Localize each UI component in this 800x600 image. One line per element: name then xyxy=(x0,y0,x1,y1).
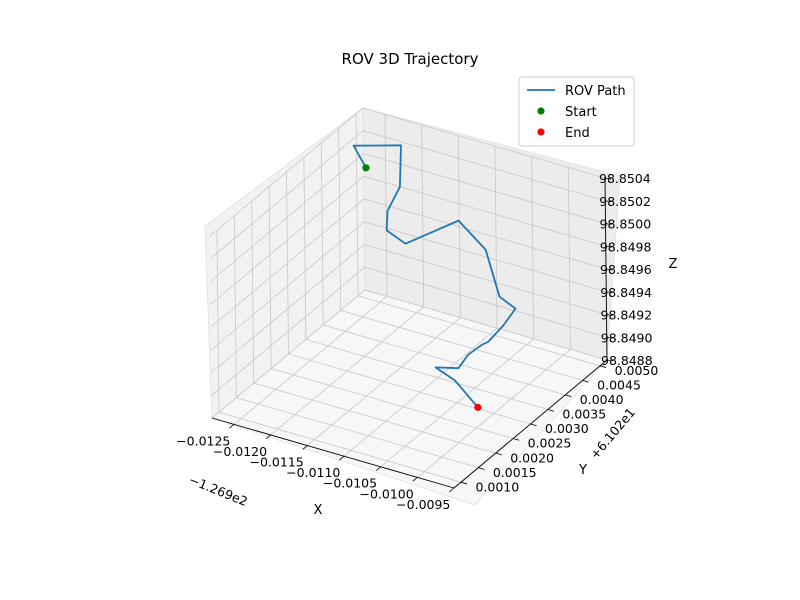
z-grid-line xyxy=(210,198,607,328)
y-tick-mark xyxy=(513,438,520,441)
y-tick-label: 0.0010 xyxy=(475,479,519,494)
z-tick-label: 98.8502 xyxy=(599,194,651,209)
end-point xyxy=(474,403,482,411)
z-grid-line xyxy=(209,130,606,260)
x-tick-label: −0.0100 xyxy=(360,486,414,501)
z-grid-line xyxy=(210,221,607,351)
z-axis-label: Z xyxy=(669,257,678,272)
z-tick-mark xyxy=(606,359,614,362)
x-tick-mark xyxy=(339,455,345,461)
y-tick-label: 0.0015 xyxy=(493,465,537,480)
x-tick-label: −0.0120 xyxy=(213,444,267,459)
legend: ROV Path Start End xyxy=(518,76,635,147)
start-point xyxy=(362,164,370,172)
x-tick-label: −0.0105 xyxy=(323,476,377,491)
y-tick-label: 0.0020 xyxy=(510,450,554,465)
legend-label-rov-path: ROV Path xyxy=(565,84,626,99)
z-tick-label: 98.8492 xyxy=(601,308,653,323)
z-tick-mark xyxy=(606,291,613,294)
y-tick-mark xyxy=(565,394,572,398)
y-tick-mark xyxy=(530,423,537,427)
z-grid-line xyxy=(211,266,607,396)
z-tick-label: 98.8488 xyxy=(601,353,653,368)
y-tick-mark xyxy=(495,452,502,456)
z-tick-mark xyxy=(606,314,613,316)
x-offset-label: −1.269e2 xyxy=(187,472,250,509)
z-grid-line xyxy=(209,107,606,237)
y-tick-mark xyxy=(460,481,468,485)
legend-label-start: Start xyxy=(565,105,597,120)
y-tick-mark xyxy=(478,467,485,470)
z-tick-mark xyxy=(606,336,613,339)
x-tick-mark xyxy=(302,445,308,450)
y-tick-mark xyxy=(582,379,589,383)
z-grid-line xyxy=(211,289,608,419)
legend-box xyxy=(518,76,635,147)
z-tick-label: 98.8490 xyxy=(601,330,653,345)
z-tick-mark xyxy=(605,223,612,225)
z-tick-mark xyxy=(605,268,613,271)
z-tick-label: 98.8494 xyxy=(600,285,652,300)
z-tick-mark xyxy=(604,177,612,180)
rov-path-line xyxy=(352,144,517,408)
z-tick-mark xyxy=(605,200,612,203)
y-tick-label: 0.0035 xyxy=(562,407,606,422)
z-grid-line xyxy=(210,175,606,305)
legend-label-end: End xyxy=(565,126,590,141)
y-tick-label: 0.0040 xyxy=(580,392,624,407)
x-axis-line xyxy=(211,417,455,489)
tick-labels: −0.0125−0.0120−0.0115−0.0110−0.0105−0.01… xyxy=(176,171,658,512)
z-tick-mark xyxy=(605,245,612,248)
chart-title: ROV 3D Trajectory xyxy=(342,50,479,68)
y-tick-label: 0.0045 xyxy=(597,378,641,393)
x-tick-mark xyxy=(375,466,381,471)
x-tick-label: −0.0115 xyxy=(250,455,304,470)
z-tick-label: 98.8498 xyxy=(600,239,652,254)
x-tick-label: −0.0095 xyxy=(396,497,450,512)
x-axis-label: X xyxy=(314,503,323,518)
legend-marker-end xyxy=(537,128,545,136)
legend-marker-start xyxy=(537,107,545,115)
z-tick-label: 98.8500 xyxy=(600,217,652,232)
z-tick-label: 98.8496 xyxy=(600,262,652,277)
z-tick-label: 98.8504 xyxy=(599,171,651,186)
z-grid-line xyxy=(210,153,606,282)
y-axis-label: Y xyxy=(578,463,587,478)
z-grid-line xyxy=(211,244,607,373)
y-tick-label: 0.0050 xyxy=(615,363,659,378)
y-tick-label: 0.0025 xyxy=(528,436,572,451)
data-layer xyxy=(352,144,517,411)
x-tick-mark xyxy=(229,424,235,429)
y-tick-mark xyxy=(547,409,555,412)
x-tick-mark xyxy=(412,477,418,482)
y-tick-label: 0.0030 xyxy=(545,421,589,436)
x-tick-mark xyxy=(449,487,455,493)
x-tick-label: −0.0110 xyxy=(286,465,340,480)
x-tick-mark xyxy=(265,434,271,440)
x-tick-label: −0.0125 xyxy=(176,433,230,448)
y-tick-mark xyxy=(599,365,607,368)
